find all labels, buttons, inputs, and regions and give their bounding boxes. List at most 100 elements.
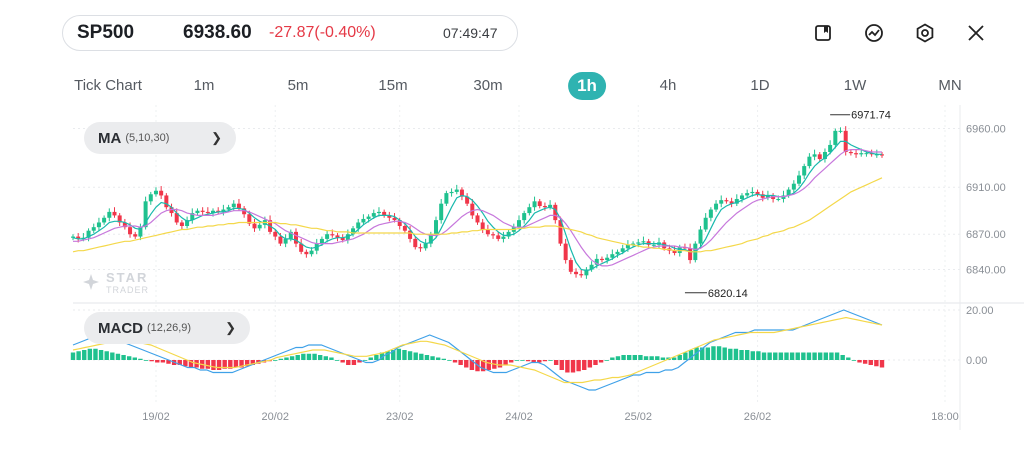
macd-bar	[458, 360, 463, 365]
close-icon[interactable]	[963, 20, 989, 46]
macd-bar	[773, 352, 778, 360]
macd-bar	[744, 350, 750, 360]
bookmark-icon[interactable]	[810, 20, 836, 46]
candle	[610, 254, 615, 258]
tab-5m[interactable]: 5m	[287, 77, 309, 94]
candle	[672, 250, 677, 254]
candle	[325, 234, 330, 239]
macd-bar	[531, 360, 536, 363]
tab-mn[interactable]: MN	[938, 77, 962, 94]
candle	[703, 217, 708, 230]
macd-bar	[143, 360, 149, 361]
macd-bar	[334, 360, 340, 361]
candle	[750, 191, 755, 194]
macd-bar	[851, 360, 857, 361]
candle	[71, 236, 75, 238]
candle	[615, 251, 620, 255]
macd-bar	[368, 357, 373, 360]
candle	[807, 156, 812, 167]
macd-bar	[250, 360, 255, 365]
trend-chart-icon[interactable]	[861, 20, 887, 46]
macd-bar	[82, 350, 87, 360]
candle	[594, 258, 599, 265]
macd-bar	[211, 360, 216, 370]
macd-bar	[598, 360, 604, 363]
candle	[402, 225, 407, 231]
candle	[128, 227, 133, 235]
macd-bar	[862, 360, 868, 364]
y-axis-labels: 6960.00 6910.00 6870.00 6840.00 20.00 0.00	[966, 123, 1006, 367]
tab-30m[interactable]: 30m	[473, 77, 503, 94]
ma-indicator-pill[interactable]: MA (5,10,30) ❯	[84, 122, 236, 154]
macd-bar	[643, 356, 649, 360]
candle	[231, 203, 236, 208]
macd-bar	[834, 352, 840, 360]
candle	[641, 241, 646, 243]
candle	[205, 211, 210, 214]
chevron-right-icon: ❯	[225, 320, 236, 335]
macd-bar	[795, 352, 800, 360]
candle	[833, 130, 838, 145]
candle	[288, 231, 293, 239]
macd-bar	[480, 360, 486, 372]
macd-bar	[801, 352, 806, 360]
macd-bar	[216, 360, 222, 370]
macd-indicator-pill[interactable]: MACD (12,26,9) ❯	[84, 312, 250, 344]
candle	[96, 222, 101, 228]
macd-bar	[509, 360, 514, 363]
macd-bar	[430, 356, 435, 360]
candle	[133, 234, 138, 237]
macd-bar	[278, 358, 284, 360]
candle	[724, 200, 729, 202]
candle	[558, 220, 563, 244]
macd-bar	[671, 357, 677, 360]
candle	[568, 260, 573, 272]
candle	[812, 154, 817, 157]
candle	[553, 204, 558, 221]
y-tick-label: 0.00	[966, 355, 987, 367]
tab-1m[interactable]: 1m	[193, 77, 215, 94]
candle	[485, 229, 490, 235]
macd-bar	[705, 347, 711, 360]
macd-bar	[312, 353, 317, 360]
macd-bar	[160, 360, 166, 363]
candle	[651, 244, 656, 246]
tab-4h[interactable]: 4h	[659, 77, 677, 94]
candle	[340, 237, 345, 241]
candle	[174, 213, 179, 223]
macd-bar	[615, 356, 621, 360]
macd-bar	[716, 346, 722, 360]
candle	[714, 203, 719, 210]
macd-bar	[306, 353, 312, 360]
candle	[418, 247, 423, 249]
macd-histogram	[70, 346, 885, 373]
macd-bar	[587, 360, 593, 368]
candle	[252, 223, 257, 229]
macd-bar	[317, 355, 323, 360]
candle	[501, 236, 506, 239]
x-tick-label: 23/02	[386, 411, 414, 423]
tab-1h[interactable]: 1h	[568, 72, 606, 100]
macd-bar	[222, 360, 227, 369]
y-tick-label: 20.00	[966, 305, 994, 317]
price-annotations: 6971.74 6820.14	[684, 110, 891, 300]
tab-15m[interactable]: 15m	[378, 77, 408, 94]
macd-bar	[87, 348, 93, 360]
macd-bar	[559, 360, 564, 370]
candle	[579, 274, 584, 276]
tab-1d[interactable]: 1D	[750, 77, 770, 94]
candle	[781, 195, 786, 199]
max-price-label: 6971.74	[851, 110, 891, 122]
macd-bar	[93, 348, 98, 360]
macd-bar	[784, 352, 789, 360]
settings-icon[interactable]	[912, 20, 938, 46]
macd-bar	[188, 360, 194, 368]
tab-1w[interactable]: 1W	[843, 77, 867, 94]
macd-bar	[289, 356, 295, 360]
tab-tick-chart[interactable]: Tick Chart	[74, 77, 142, 94]
candle	[574, 271, 579, 275]
macd-bar	[879, 360, 885, 368]
macd-bar	[391, 350, 396, 360]
candle	[169, 207, 174, 214]
